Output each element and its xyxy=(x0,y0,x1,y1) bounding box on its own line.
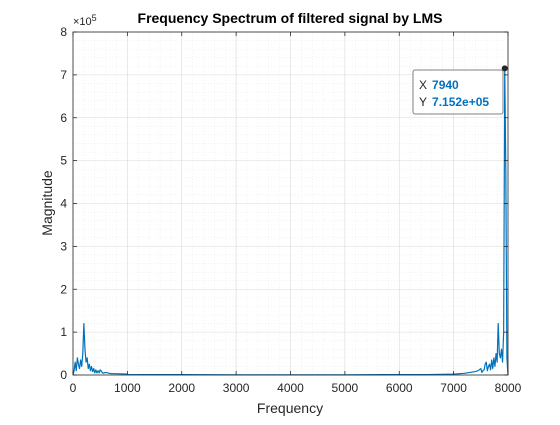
data-tip[interactable]: X 7940 Y 7.152e+05 xyxy=(412,65,508,115)
x-tick-label: 4000 xyxy=(277,381,304,395)
y-tick-label: 5 xyxy=(60,154,67,168)
y-scale-power: 5 xyxy=(92,13,97,23)
data-tip-y-row: Y 7.152e+05 xyxy=(419,95,489,109)
data-tip-x-label: X xyxy=(419,78,427,92)
x-tick-label: 3000 xyxy=(223,381,250,395)
x-tick-label: 2000 xyxy=(168,381,195,395)
x-tick-label: 1000 xyxy=(114,381,141,395)
x-tick-label: 7000 xyxy=(440,381,467,395)
data-tip-x-value: 7940 xyxy=(432,78,459,92)
x-axis-label: Frequency xyxy=(257,400,323,416)
x-tick-label: 8000 xyxy=(495,381,522,395)
y-tick-labels: 0 1 2 3 4 5 6 7 8 xyxy=(60,25,67,382)
axis-ticks xyxy=(72,31,509,376)
x-tick-label: 5000 xyxy=(332,381,359,395)
data-tip-x-row: X 7940 xyxy=(419,78,459,92)
x-tick-label: 0 xyxy=(70,381,77,395)
data-tip-box xyxy=(412,69,504,115)
chart-title: Frequency Spectrum of filtered signal by… xyxy=(138,10,443,26)
y-tick-label: 3 xyxy=(60,239,67,253)
x-tick-label: 6000 xyxy=(386,381,413,395)
y-tick-label: 1 xyxy=(60,325,67,339)
data-tip-y-label: Y xyxy=(419,95,427,109)
y-tick-label: 6 xyxy=(60,111,67,125)
y-tick-label: 4 xyxy=(60,197,67,211)
y-tick-label: 7 xyxy=(60,68,67,82)
y-scale-multiplier: ×10 xyxy=(73,16,92,28)
y-axis-label: Magnitude xyxy=(39,170,55,236)
svg-text:×105: ×105 xyxy=(73,13,97,28)
y-tick-label: 0 xyxy=(60,368,67,382)
y-scale-exponent: ×105 xyxy=(73,13,97,28)
y-tick-label: 2 xyxy=(60,282,67,296)
data-tip-marker[interactable] xyxy=(501,65,508,72)
y-tick-label: 8 xyxy=(60,25,67,39)
data-tip-y-value: 7.152e+05 xyxy=(432,95,489,109)
x-tick-labels: 0 1000 2000 3000 4000 5000 6000 7000 8000 xyxy=(70,381,522,395)
